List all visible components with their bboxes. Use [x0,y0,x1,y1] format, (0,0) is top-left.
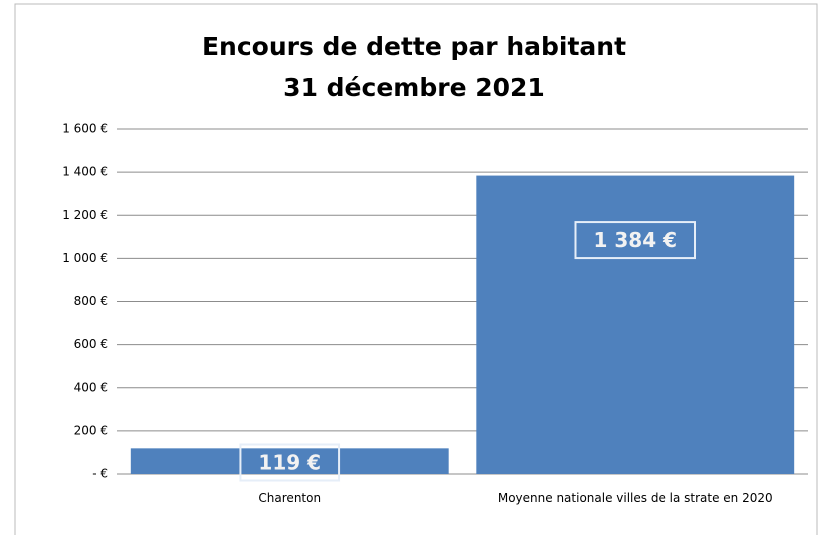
y-tick-label: 1 600 € [62,122,108,136]
bar [130,448,449,474]
y-tick-label: 200 € [74,423,108,437]
data-label-box [239,443,341,482]
y-tick-label: 800 € [74,294,108,308]
y-tick-label: - € [92,467,108,481]
y-tick-label: 1 000 € [62,251,108,265]
x-tick-label: Charenton [258,491,322,505]
data-label: 1 384 € [593,228,677,252]
y-tick-label: 400 € [74,380,108,394]
chart-title: Encours de dette par habitant [202,32,626,61]
y-tick-label: 1 400 € [62,165,108,179]
bar [476,175,795,474]
y-tick-label: 1 200 € [62,208,108,222]
data-label-box [574,221,697,260]
data-label: 119 € [258,451,321,475]
x-tick-label: Moyenne nationale villes de la strate en… [497,491,773,505]
y-tick-label: 600 € [74,337,108,351]
chart-subtitle: 31 décembre 2021 [283,73,545,102]
